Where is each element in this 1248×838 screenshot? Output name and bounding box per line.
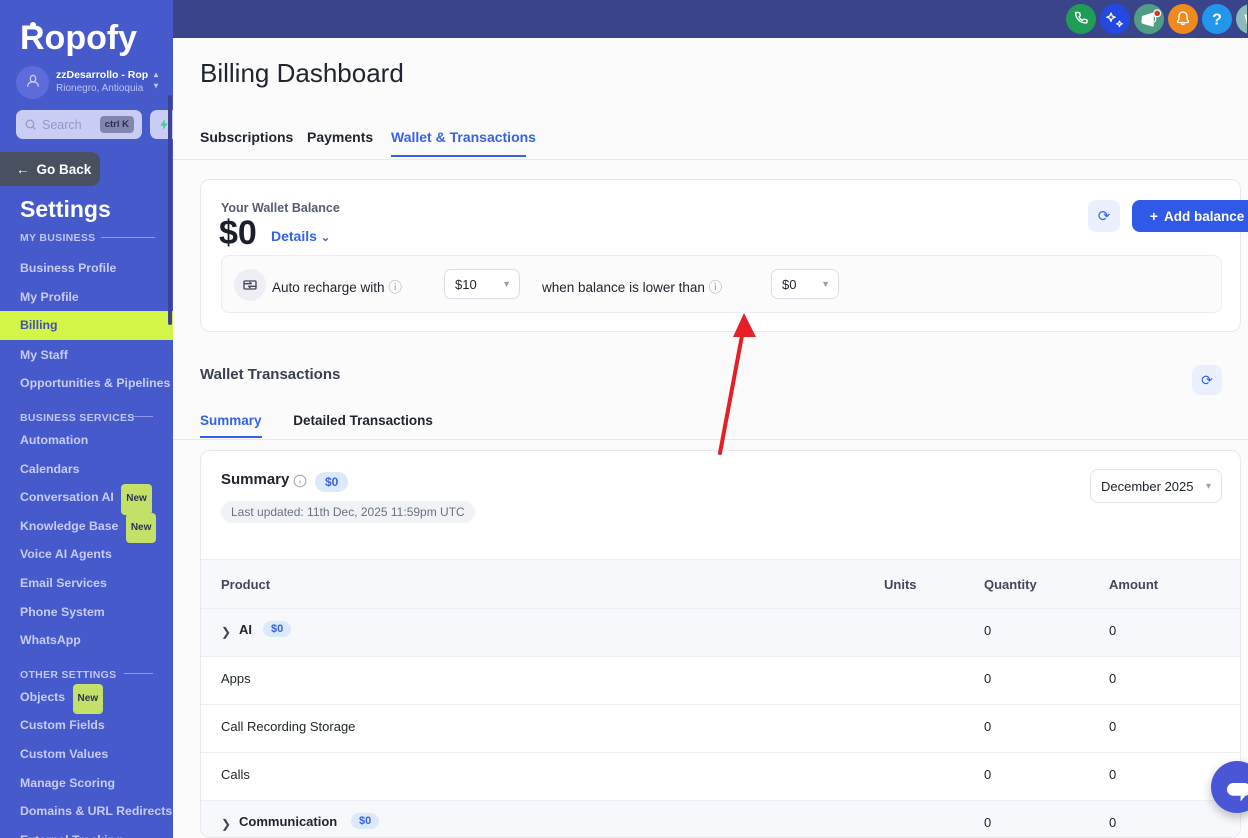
svg-text:W: W — [1244, 11, 1247, 27]
svg-text:Ropofy: Ropofy — [22, 19, 137, 56]
svg-text:?: ? — [1212, 12, 1222, 29]
